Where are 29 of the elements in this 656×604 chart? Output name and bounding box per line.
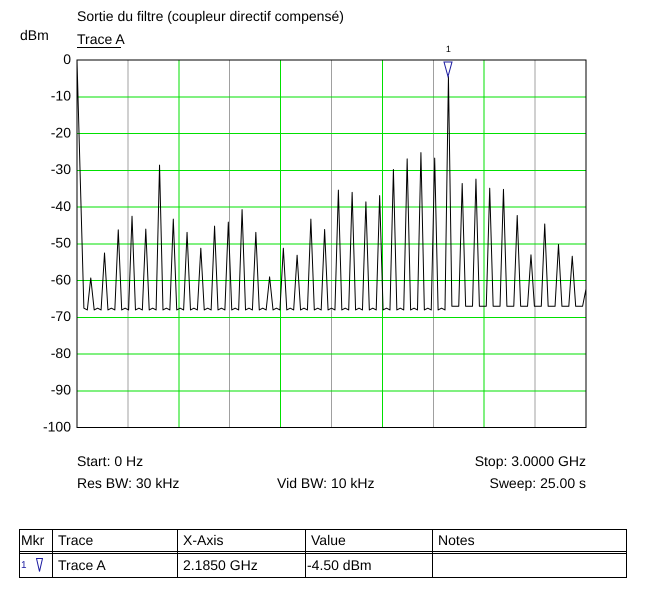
- text: 2.1850 GHz: [183, 557, 258, 573]
- y-tick-label: -10: [50, 88, 72, 104]
- text: X-Axis: [183, 532, 224, 548]
- text: Start: 0 Hz: [77, 453, 144, 469]
- text: -4.50 dBm: [307, 557, 372, 573]
- text: Trace: [58, 532, 94, 548]
- y-tick-label: -50: [50, 234, 72, 251]
- y-tick-label: -20: [50, 124, 72, 140]
- y-tick-label: -60: [50, 271, 72, 288]
- chart-title: Sortie du filtre (coupleur directif compensé): [77, 8, 344, 24]
- annotation: 1: [446, 44, 451, 54]
- text: Value: [311, 532, 346, 548]
- y-tick-label: -90: [50, 382, 72, 398]
- y-axis-title: dBm: [20, 27, 49, 43]
- chart-subtitle: Trace A: [77, 31, 125, 48]
- text: Notes: [438, 532, 475, 548]
- text: Sweep: 25.00 s: [489, 475, 586, 491]
- y-tick-label: -100: [42, 418, 72, 434]
- y-tick-label: -70: [50, 308, 72, 324]
- text: 1: [21, 560, 27, 571]
- text: Mkr: [21, 532, 44, 548]
- text: Stop: 3.0000 GHz: [474, 453, 586, 469]
- text: Trace A: [58, 557, 106, 573]
- text: Res BW: 30 kHz: [77, 475, 180, 491]
- y-tick-label: -40: [50, 198, 72, 214]
- y-tick-label: -80: [50, 344, 72, 361]
- y-tick-label: 0: [63, 50, 72, 67]
- y-tick-label: -30: [50, 161, 72, 178]
- text: Vid BW: 10 kHz: [277, 475, 375, 491]
